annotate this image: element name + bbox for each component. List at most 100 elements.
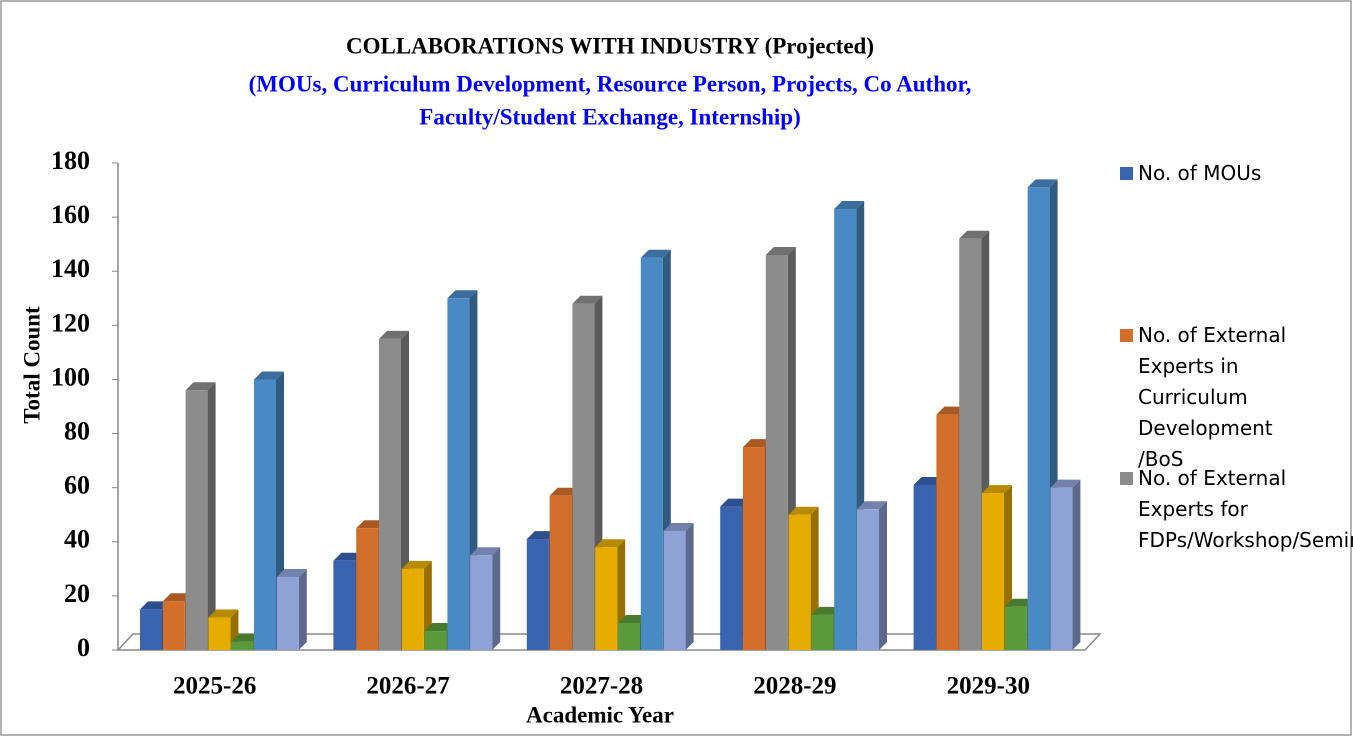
bar (162, 601, 185, 650)
legend-label: No. of External Experts in Curriculum De… (1138, 323, 1287, 471)
y-tick-label: 120 (51, 308, 90, 337)
bar (185, 390, 208, 650)
bar-top (401, 560, 432, 569)
x-tick-label: 2027-28 (560, 673, 643, 700)
bar (595, 547, 618, 650)
bar-side (298, 568, 307, 650)
bar-side (1072, 479, 1081, 650)
x-tick-label: 2029-30 (947, 673, 1030, 700)
bar (447, 298, 470, 650)
bar (424, 631, 447, 650)
bar-top (595, 539, 626, 548)
bar-top (913, 476, 944, 485)
bar (401, 568, 424, 650)
bar-top (834, 200, 865, 209)
bar-top (743, 439, 773, 448)
bar-top (982, 485, 1012, 494)
bar (982, 493, 1004, 650)
y-axis-label: Total Count (19, 306, 44, 424)
y-tick-label: 100 (51, 362, 90, 391)
bar-top (640, 249, 671, 258)
x-tick-label: 2025-26 (173, 673, 256, 700)
bar (811, 614, 834, 650)
chart-subtitle: (MOUs, Curriculum Development, Resource … (249, 71, 972, 96)
bar-top (811, 606, 842, 615)
bar (1004, 606, 1027, 650)
bar-top (379, 330, 409, 339)
bar-top (857, 501, 887, 510)
bar-top (663, 522, 694, 531)
bar (959, 238, 982, 650)
bar-top (572, 295, 603, 304)
bar (1050, 487, 1073, 650)
bar (720, 506, 743, 650)
bar (526, 539, 549, 650)
y-tick-label: 40 (64, 525, 90, 554)
bar-top (140, 601, 170, 610)
bar-top (765, 246, 796, 255)
y-tick-label: 160 (51, 200, 90, 229)
y-tick-label: 80 (64, 417, 90, 446)
y-tick-label: 140 (51, 254, 90, 283)
y-tick-label: 0 (77, 633, 90, 662)
bar (379, 338, 401, 650)
x-tick-label: 2028-29 (753, 673, 836, 700)
bar-top (470, 547, 501, 556)
bar (333, 560, 356, 650)
bar-top (276, 568, 307, 577)
bar (640, 257, 663, 650)
bar (1027, 187, 1050, 650)
legend-swatch (1120, 472, 1133, 485)
bar-top (185, 382, 216, 391)
bar (788, 514, 811, 650)
chart-subtitle: Faculty/Student Exchange, Internship) (419, 104, 800, 129)
bar (549, 495, 572, 650)
bar-top (356, 520, 387, 529)
bar-side (492, 547, 501, 650)
bar-top (526, 531, 557, 540)
legend-swatch (1120, 167, 1133, 180)
bar (857, 509, 879, 650)
x-axis-label: Academic Year (526, 702, 674, 727)
bar-side (879, 501, 887, 650)
y-tick-label: 20 (64, 579, 90, 608)
bar (663, 530, 686, 650)
bar-top (333, 552, 364, 561)
chart-title: COLLABORATIONS WITH INDUSTRY (Projected) (346, 33, 874, 58)
bar-top (618, 614, 648, 623)
bar-top (447, 290, 478, 299)
bar (470, 555, 493, 650)
bar-top (1027, 179, 1058, 188)
bar (572, 303, 595, 650)
bar-top (424, 623, 455, 632)
bar (743, 447, 765, 650)
bar (356, 528, 379, 650)
bar (276, 576, 299, 650)
legend-label: No. of External Experts for FDPs/Worksho… (1138, 466, 1353, 552)
bar-top (549, 487, 580, 496)
bar-side (207, 382, 216, 650)
bar (936, 414, 959, 650)
x-tick-label: 2026-27 (366, 673, 449, 700)
bar-top (1050, 479, 1081, 488)
bar (618, 622, 640, 650)
bar (834, 208, 857, 650)
y-tick-label: 180 (51, 146, 90, 175)
bar (765, 254, 788, 650)
bar (140, 609, 162, 650)
bar (254, 379, 276, 650)
bar-side (685, 522, 694, 650)
legend-swatch (1120, 329, 1133, 342)
bar (208, 617, 231, 650)
bar-top (231, 633, 262, 642)
bar-top (788, 506, 819, 515)
bar-top (162, 593, 193, 602)
bar (231, 641, 254, 650)
y-tick-label: 60 (64, 471, 90, 500)
bar-top (1004, 598, 1035, 607)
bar-top (936, 406, 967, 415)
legend-label: No. of MOUs (1138, 161, 1262, 185)
